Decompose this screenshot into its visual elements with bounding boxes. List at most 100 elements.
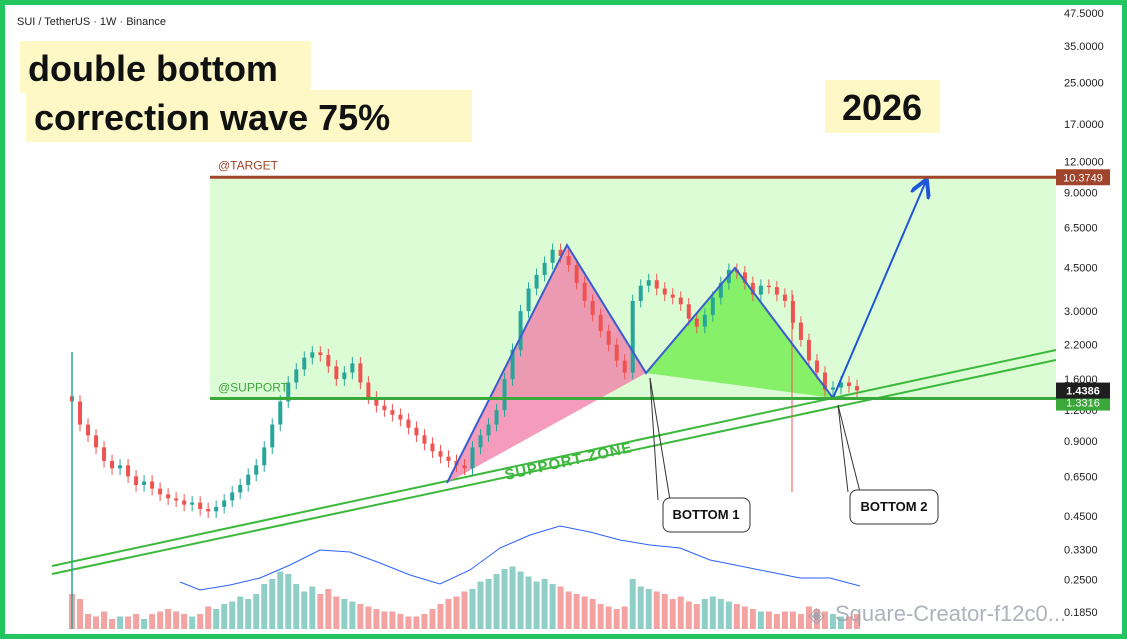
volume-bar — [125, 616, 132, 629]
volume-bar — [709, 596, 716, 629]
candle-body — [102, 447, 107, 461]
candle-body — [374, 397, 379, 406]
candle-body — [622, 360, 627, 373]
volume-bar — [461, 591, 468, 629]
candle-body — [182, 500, 187, 505]
candle-body — [254, 465, 259, 475]
volume-bar — [157, 611, 164, 629]
candle-body — [710, 297, 715, 315]
candlesticks — [70, 243, 859, 629]
volume-bar — [469, 589, 476, 629]
candle-body — [855, 386, 859, 391]
candle-body — [142, 481, 147, 485]
bottom2-callout — [849, 489, 939, 525]
volume-bar — [485, 579, 492, 629]
candle-body — [382, 405, 387, 411]
candle-body — [702, 314, 707, 327]
volume-bar — [101, 611, 108, 629]
candle-body — [806, 339, 811, 361]
volume-bar — [845, 616, 852, 629]
target-label: @TARGET — [218, 158, 279, 172]
candle-body — [278, 401, 283, 425]
volume-bar — [621, 606, 628, 629]
volume-bar — [693, 604, 700, 629]
candle-body — [510, 349, 515, 380]
symbol-header[interactable]: SUI / TetherUS · 1W · Binance — [17, 16, 166, 28]
price-axis[interactable] — [1056, 5, 1122, 634]
peak2-triangle — [646, 268, 833, 398]
volume-bar — [677, 596, 684, 629]
volume-bar — [77, 599, 84, 629]
candle-body — [566, 256, 571, 266]
volume-bar — [229, 601, 236, 629]
candle-body — [670, 294, 675, 298]
volume-bar — [237, 596, 244, 629]
candle-body — [158, 488, 163, 495]
candle-body — [342, 372, 347, 380]
headline-line1: double bottom — [28, 48, 278, 89]
volume-bar — [717, 599, 724, 629]
candle-body — [214, 506, 219, 512]
support-label: @SUPPORT — [218, 381, 289, 395]
volume-bar — [725, 601, 732, 629]
support-zone-label: SUPPORT ZONE — [503, 439, 634, 484]
volume-bar — [173, 611, 180, 629]
axis-tick-label: 35.0000 — [1064, 41, 1104, 53]
volume-bar — [333, 596, 340, 629]
candle-body — [166, 494, 171, 499]
volume-bar — [93, 616, 100, 629]
volume-bar — [757, 611, 764, 629]
candle-body — [502, 379, 507, 411]
pattern-outline — [446, 242, 834, 484]
candle-body — [662, 288, 667, 295]
volume-bar — [301, 591, 308, 629]
volume-bar — [477, 581, 484, 629]
volume-bar — [653, 591, 660, 629]
volume-bar — [829, 614, 836, 629]
price-chart[interactable]: @TARGET @SUPPORT SUPPORT ZONE BOTTOM 1 B… — [5, 5, 1122, 634]
volume-bar — [749, 609, 756, 629]
axis-tick-label: 47.5000 — [1064, 8, 1104, 20]
volume-bar — [773, 614, 780, 629]
axis-tick-label: 0.3300 — [1064, 545, 1098, 557]
volume-bar — [165, 609, 172, 629]
bottom1-pointer — [649, 377, 671, 501]
volume-bar — [245, 599, 252, 629]
volume-moving-average-line — [179, 525, 861, 591]
headline-box-1 — [20, 41, 311, 93]
candle-body — [582, 282, 587, 301]
candle-body — [558, 249, 563, 257]
axis-tick-label: 4.5000 — [1064, 262, 1098, 274]
volume-bar — [501, 569, 508, 629]
volume-bar — [85, 614, 92, 629]
year-label: 2026 — [842, 87, 922, 128]
volume-bar — [397, 614, 404, 629]
volume-bar — [149, 614, 156, 629]
candle-body — [822, 372, 827, 390]
volume-bar — [781, 611, 788, 629]
year-box — [825, 80, 940, 133]
candle-body — [406, 419, 411, 428]
candle-body — [550, 249, 555, 263]
volume-bar — [309, 586, 316, 629]
bottom2-text: BOTTOM 2 — [861, 499, 928, 514]
candle-body — [590, 300, 595, 315]
candle-body — [398, 414, 403, 420]
axis-tick-label: 17.0000 — [1064, 119, 1104, 131]
volume-bar — [285, 574, 292, 629]
volume-bar — [405, 616, 412, 629]
axis-tick-label: 0.1850 — [1064, 607, 1098, 619]
candle-body — [838, 382, 843, 388]
bottom1-callout — [662, 497, 751, 533]
candle-body — [230, 492, 235, 501]
candle-body — [486, 424, 491, 436]
candle-body — [198, 502, 203, 510]
candle-body — [190, 502, 195, 505]
candle-body — [294, 369, 299, 383]
axis-tick-label: 3.0000 — [1064, 306, 1098, 318]
axis-tick-label: 6.5000 — [1064, 223, 1098, 235]
candle-body — [422, 435, 427, 444]
candle-body — [654, 280, 659, 289]
volume-bar — [325, 589, 332, 629]
volume-bar — [813, 609, 820, 629]
